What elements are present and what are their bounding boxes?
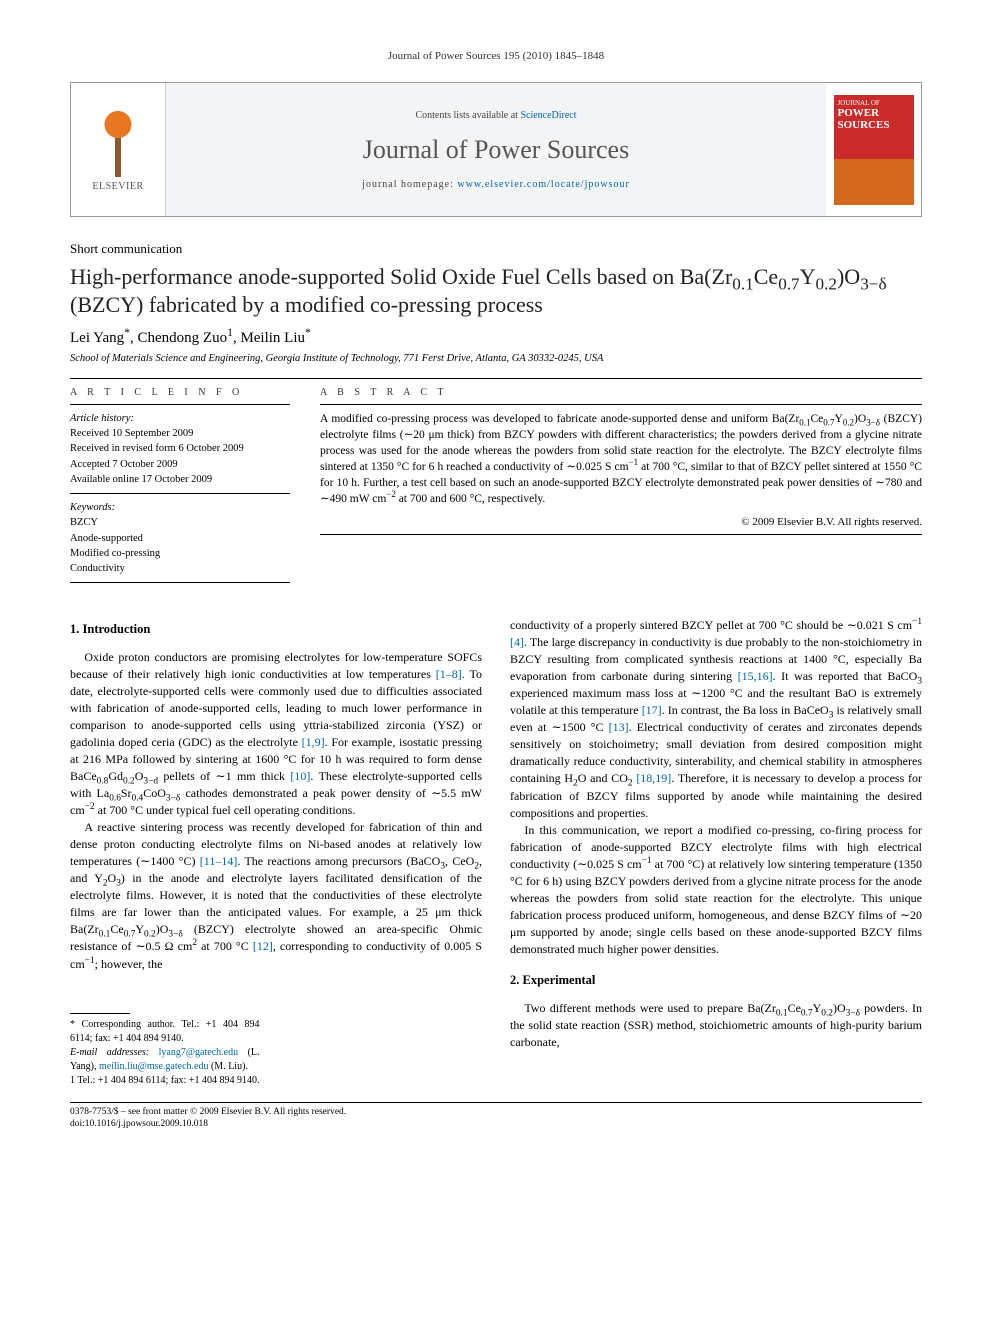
keyword: Conductivity <box>70 561 290 576</box>
article-type: Short communication <box>70 241 922 257</box>
homepage-link[interactable]: www.elsevier.com/locate/jpowsour <box>457 179 629 190</box>
abstract-head: A B S T R A C T <box>320 379 922 404</box>
cover-small-title: POWER SOURCES <box>838 107 910 131</box>
journal-cover-thumb: JOURNAL OF POWER SOURCES <box>826 83 921 216</box>
keywords-block: Keywords: BZCY Anode-supported Modified … <box>70 494 290 582</box>
history-head: Article history: <box>70 411 290 426</box>
elsevier-logo: ELSEVIER <box>71 83 166 216</box>
sciencedirect-link[interactable]: ScienceDirect <box>520 110 576 121</box>
article-title: High-performance anode-supported Solid O… <box>70 263 922 318</box>
abstract-body: A modified co-pressing process was devel… <box>320 405 922 514</box>
footer-copyright: 0378-7753/$ – see front matter © 2009 El… <box>70 1106 922 1119</box>
abstract-copyright: © 2009 Elsevier B.V. All rights reserved… <box>320 514 922 534</box>
cover-small-top: JOURNAL OF <box>838 99 910 107</box>
journal-name: Journal of Power Sources <box>363 135 629 165</box>
article-info-column: A R T I C L E I N F O Article history: R… <box>70 379 290 583</box>
main-text: 1. Introduction Oxide proton conductors … <box>70 617 922 1087</box>
body-paragraph: conductivity of a properly sintered BZCY… <box>510 617 922 821</box>
banner-center: Contents lists available at ScienceDirec… <box>166 83 826 216</box>
keywords-head: Keywords: <box>70 500 290 515</box>
footnote-1: 1 Tel.: +1 404 894 6114; fax: +1 404 894… <box>70 1074 260 1088</box>
affiliation: School of Materials Science and Engineer… <box>70 353 922 364</box>
homepage-line: journal homepage: www.elsevier.com/locat… <box>362 179 630 190</box>
body-paragraph: A reactive sintering process was recentl… <box>70 819 482 972</box>
footnotes: * Corresponding author. Tel.: +1 404 894… <box>70 1013 260 1088</box>
article-info-head: A R T I C L E I N F O <box>70 379 290 404</box>
footnote-emails: E-mail addresses: lyang7@gatech.edu (L. … <box>70 1046 260 1074</box>
body-paragraph: Oxide proton conductors are promising el… <box>70 649 482 819</box>
elsevier-label: ELSEVIER <box>92 181 143 192</box>
section-heading-experimental: 2. Experimental <box>510 972 922 990</box>
contents-line: Contents lists available at ScienceDirec… <box>415 110 576 121</box>
history-line: Accepted 7 October 2009 <box>70 457 290 472</box>
footnote-corresponding: * Corresponding author. Tel.: +1 404 894… <box>70 1018 260 1046</box>
history-line: Available online 17 October 2009 <box>70 472 290 487</box>
abstract-column: A B S T R A C T A modified co-pressing p… <box>320 379 922 583</box>
article-history: Article history: Received 10 September 2… <box>70 405 290 493</box>
journal-banner: ELSEVIER Contents lists available at Sci… <box>70 82 922 217</box>
keyword: Modified co-pressing <box>70 546 290 561</box>
history-line: Received in revised form 6 October 2009 <box>70 441 290 456</box>
keyword: BZCY <box>70 515 290 530</box>
elsevier-tree-icon <box>88 107 148 177</box>
contents-prefix: Contents lists available at <box>415 110 520 121</box>
running-head: Journal of Power Sources 195 (2010) 1845… <box>70 50 922 62</box>
footer-bar: 0378-7753/$ – see front matter © 2009 El… <box>70 1102 922 1132</box>
author-list: Lei Yang*, Chendong Zuo1, Meilin Liu* <box>70 330 922 347</box>
footer-doi: doi:10.1016/j.jpowsour.2009.10.018 <box>70 1118 922 1131</box>
body-paragraph: In this communication, we report a modif… <box>510 822 922 958</box>
section-heading-intro: 1. Introduction <box>70 621 482 639</box>
body-paragraph: Two different methods were used to prepa… <box>510 1000 922 1051</box>
keyword: Anode-supported <box>70 531 290 546</box>
homepage-prefix: journal homepage: <box>362 179 457 190</box>
history-line: Received 10 September 2009 <box>70 426 290 441</box>
